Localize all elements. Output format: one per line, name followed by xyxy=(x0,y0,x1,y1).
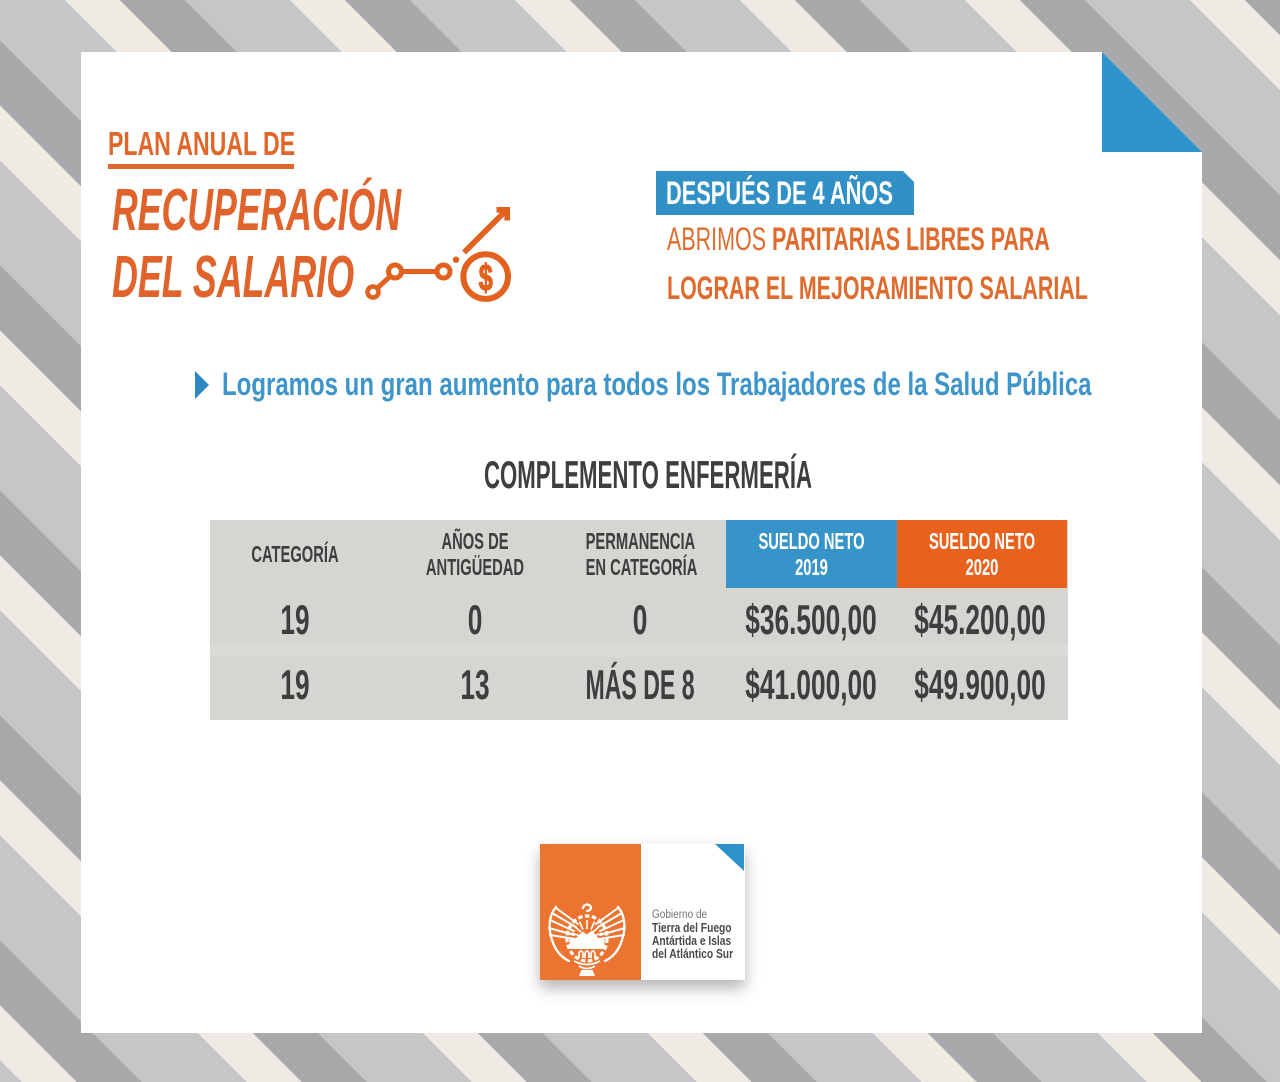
svg-text:$: $ xyxy=(479,256,493,298)
